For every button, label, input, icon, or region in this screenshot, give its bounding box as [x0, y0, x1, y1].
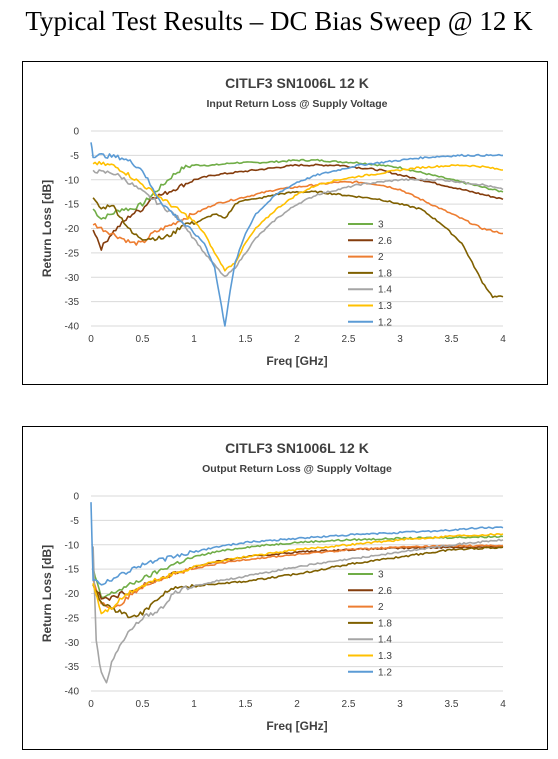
- chart-title: CITLF3 SN1006L 12 K: [225, 440, 369, 456]
- series-line-1.4: [92, 538, 504, 684]
- input-return-loss-chart-panel: CITLF3 SN1006L 12 K Input Return Loss @ S…: [22, 61, 548, 385]
- chart-svg: CITLF3 SN1006L 12 K Input Return Loss @ S…: [40, 75, 506, 368]
- series-line-1.3: [92, 160, 504, 272]
- y-axis-label: Return Loss [dB]: [40, 545, 54, 642]
- y-tick-label: -15: [65, 565, 80, 576]
- x-axis-label: Freq [GHz]: [266, 719, 327, 733]
- series-line-1.3: [92, 533, 504, 615]
- x-tick-label: 0: [88, 699, 94, 710]
- x-tick-label: 3: [397, 334, 403, 345]
- legend-label-1.3: 1.3: [378, 651, 392, 662]
- y-tick-label: -25: [65, 248, 80, 259]
- x-tick-label: 3: [397, 699, 403, 710]
- legend-label-2: 2: [378, 252, 384, 263]
- chart-svg: CITLF3 SN1006L 12 K Output Return Loss @ …: [40, 440, 506, 733]
- y-tick-label: -5: [70, 151, 79, 162]
- x-tick-label: 0.5: [136, 699, 150, 710]
- y-tick-label: -10: [65, 175, 80, 186]
- output-return-loss-chart-panel: CITLF3 SN1006L 12 K Output Return Loss @ …: [22, 426, 548, 750]
- x-axis-label: Freq [GHz]: [266, 354, 327, 368]
- series-line-2: [92, 544, 504, 610]
- legend-label-1.3: 1.3: [378, 301, 392, 312]
- x-tick-label: 1: [191, 334, 197, 345]
- legend-label-1.8: 1.8: [378, 618, 392, 629]
- x-tick-label: 1.5: [239, 699, 253, 710]
- legend-label-3: 3: [378, 570, 384, 581]
- y-tick-label: 0: [73, 127, 79, 138]
- y-tick-label: -35: [65, 297, 80, 308]
- x-tick-label: 4: [500, 334, 506, 345]
- series-line-2: [92, 180, 504, 246]
- y-tick-label: -30: [65, 273, 80, 284]
- series-line-1.8: [92, 190, 504, 299]
- y-tick-label: -20: [65, 589, 80, 600]
- y-tick-label: -40: [65, 322, 80, 333]
- x-tick-label: 4: [500, 699, 506, 710]
- legend-label-3: 3: [378, 220, 384, 231]
- y-tick-label: -40: [65, 687, 80, 698]
- y-tick-label: -35: [65, 662, 80, 673]
- legend-label-1.4: 1.4: [378, 285, 392, 296]
- legend-label-2: 2: [378, 602, 384, 613]
- y-tick-label: -20: [65, 224, 80, 235]
- legend-label-1.8: 1.8: [378, 268, 392, 279]
- y-tick-label: -10: [65, 540, 80, 551]
- y-tick-label: -15: [65, 200, 80, 211]
- legend-label-1.2: 1.2: [378, 667, 392, 678]
- page-heading: Typical Test Results – DC Bias Sweep @ 1…: [25, 6, 533, 36]
- series-line-1.2: [90, 142, 503, 327]
- x-tick-label: 0.5: [136, 334, 150, 345]
- x-tick-label: 2: [294, 699, 300, 710]
- y-tick-label: -25: [65, 613, 80, 624]
- legend-label-2.6: 2.6: [378, 586, 392, 597]
- x-tick-label: 2.5: [342, 699, 356, 710]
- series-line-1.2: [90, 502, 504, 586]
- x-tick-label: 3.5: [445, 699, 459, 710]
- legend-label-1.2: 1.2: [378, 317, 392, 328]
- x-tick-label: 3.5: [445, 334, 459, 345]
- chart-subtitle: Input Return Loss @ Supply Voltage: [207, 98, 388, 110]
- series-line-2.6: [92, 163, 504, 251]
- x-tick-label: 2: [294, 334, 300, 345]
- x-tick-label: 1: [191, 699, 197, 710]
- x-tick-label: 1.5: [239, 334, 253, 345]
- legend-label-1.4: 1.4: [378, 635, 392, 646]
- y-tick-label: -30: [65, 638, 80, 649]
- x-tick-label: 0: [88, 334, 94, 345]
- x-tick-label: 2.5: [342, 334, 356, 345]
- chart-title: CITLF3 SN1006L 12 K: [225, 75, 369, 91]
- series-line-1.8: [92, 546, 504, 619]
- y-tick-label: -5: [70, 516, 79, 527]
- legend-label-2.6: 2.6: [378, 236, 392, 247]
- series-line-3: [92, 158, 504, 220]
- chart-subtitle: Output Return Loss @ Supply Voltage: [202, 463, 392, 475]
- y-tick-label: 0: [73, 492, 79, 503]
- y-axis-label: Return Loss [dB]: [40, 180, 54, 277]
